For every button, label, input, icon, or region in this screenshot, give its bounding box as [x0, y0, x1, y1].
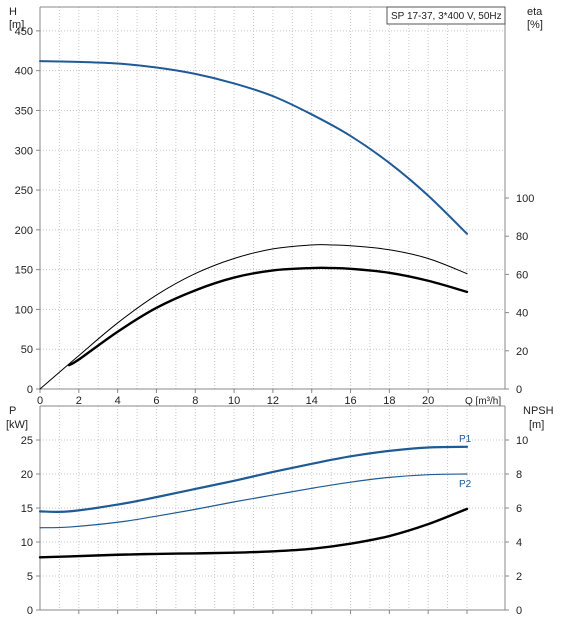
- y-right-tick-label-bottom: 8: [516, 469, 522, 481]
- x-axis-label: Q [m³/h]: [465, 396, 501, 407]
- npsh-axis-unit: [m]: [529, 419, 544, 431]
- y-left-tick-label: 450: [15, 26, 33, 38]
- y-right-tick-label: 40: [516, 308, 528, 320]
- npsh-curve: [38, 507, 469, 559]
- y-right-tick-label-bottom: 6: [516, 503, 522, 515]
- y-left-tick-label: 350: [15, 105, 33, 117]
- y-left-tick-label: 300: [15, 145, 33, 157]
- y-left-tick-label: 250: [15, 185, 33, 197]
- legend-box: [386, 6, 506, 25]
- y-left-tick-label-bottom: 20: [21, 469, 33, 481]
- y-right-tick-label: 60: [516, 269, 528, 281]
- y-left-axis-unit: [m]: [9, 19, 24, 31]
- y-left-tick-label: 50: [21, 344, 33, 356]
- eta_thick-curve: [67, 266, 469, 367]
- x-tick-label: 18: [383, 395, 395, 407]
- x-tick-label: 20: [422, 395, 434, 407]
- y-left-tick-label: 150: [15, 265, 33, 277]
- x-tick-label: 8: [192, 395, 198, 407]
- y-right-tick-label: 20: [516, 346, 528, 358]
- p2-curve: [39, 473, 468, 529]
- x-tick-label: 12: [267, 395, 279, 407]
- y-left-tick-label-bottom: 5: [27, 571, 33, 583]
- power-axis-title: P: [9, 405, 16, 417]
- y-left-tick-label: 400: [15, 66, 33, 78]
- x-tick-label: 6: [153, 395, 159, 407]
- y-left-tick-label-bottom: 0: [27, 605, 33, 617]
- y-right-tick-label-bottom: 10: [516, 435, 528, 447]
- eta_thin-curve: [39, 244, 468, 390]
- y-right-axis-title: eta: [527, 6, 543, 18]
- y-left-tick-label: 0: [27, 384, 33, 396]
- y-left-tick-label-bottom: 10: [21, 537, 33, 549]
- y-right-tick-label: 0: [516, 384, 522, 396]
- x-tick-label: 4: [115, 395, 121, 407]
- y-left-tick-label-bottom: 15: [21, 503, 33, 515]
- x-tick-label: 10: [228, 395, 240, 407]
- x-tick-label: 16: [344, 395, 356, 407]
- y-right-tick-label: 80: [516, 231, 528, 243]
- y-left-tick-label: 100: [15, 304, 33, 316]
- y-left-tick-label-bottom: 25: [21, 435, 33, 447]
- legend-box-text: SP 17-37, 3*400 V, 50Hz: [391, 11, 502, 22]
- y-right-tick-label-bottom: 4: [516, 537, 522, 549]
- p2-label: P2: [459, 479, 472, 490]
- p1-label: P1: [459, 434, 472, 445]
- head-curve: [39, 60, 468, 235]
- x-tick-label: 0: [37, 395, 43, 407]
- y-left-tick-label: 200: [15, 225, 33, 237]
- y-right-tick-label-bottom: 2: [516, 571, 522, 583]
- npsh-axis-title: NPSH: [523, 405, 554, 417]
- x-tick-label: 2: [76, 395, 82, 407]
- x-tick-label: 14: [306, 395, 318, 407]
- p1-curve: [38, 445, 469, 513]
- y-right-tick-label: 100: [516, 193, 534, 205]
- power-axis-unit: [kW]: [6, 419, 28, 431]
- y-right-axis-unit: [%]: [527, 19, 543, 31]
- y-right-tick-label-bottom: 0: [516, 605, 522, 617]
- y-left-axis-title: H: [9, 6, 17, 18]
